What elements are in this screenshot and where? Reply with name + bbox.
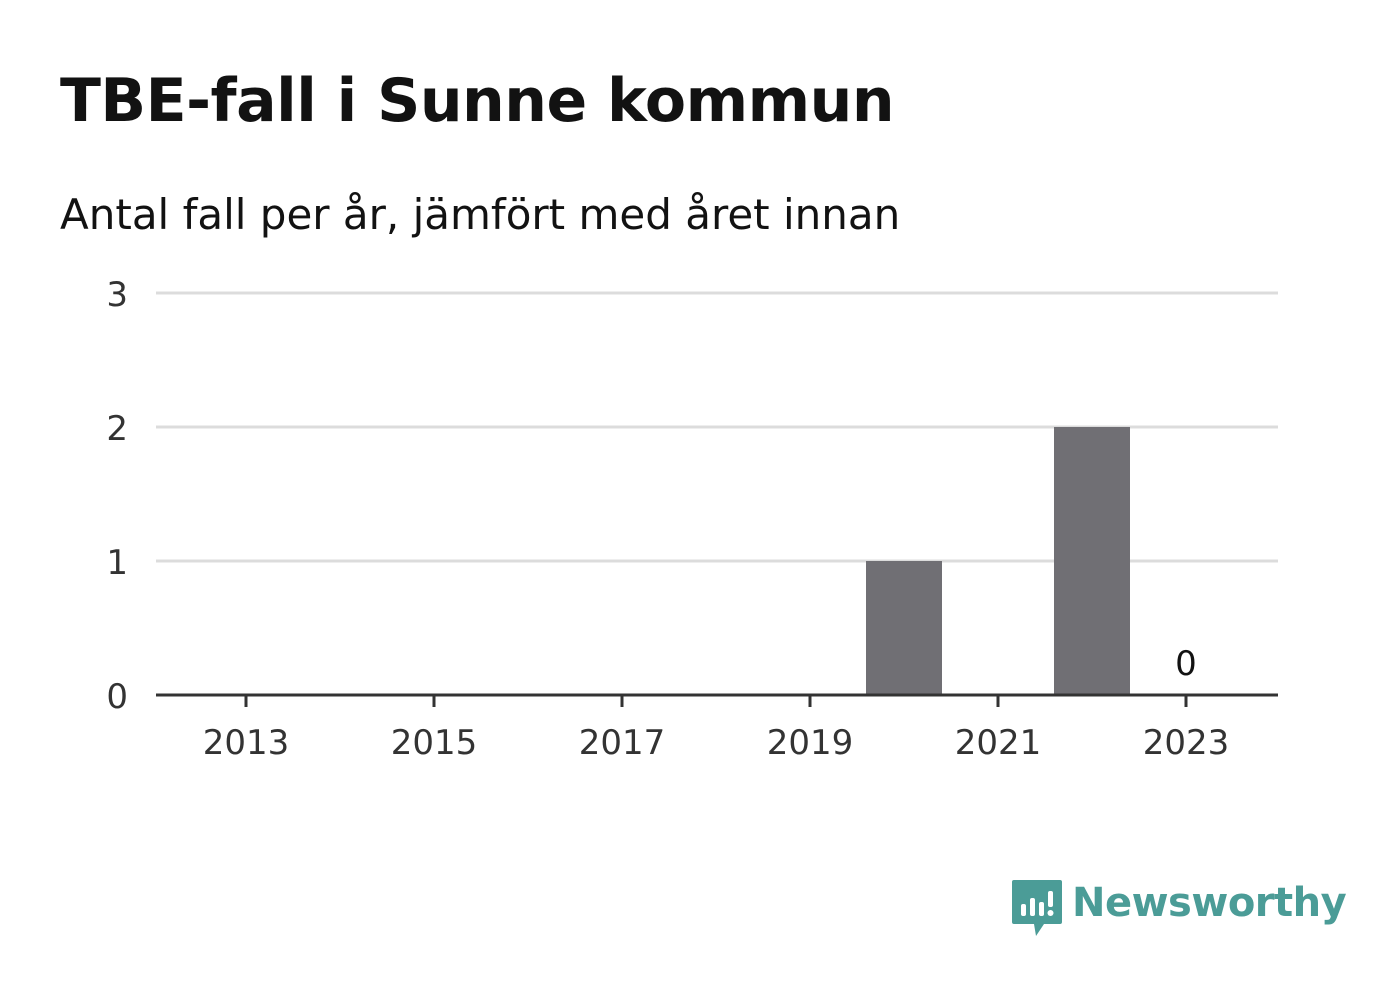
newsworthy-logo: Newsworthy xyxy=(1010,878,1346,942)
bar-2022 xyxy=(1054,427,1130,695)
x-tick-label: 2015 xyxy=(391,723,478,763)
y-tick-label: 3 xyxy=(106,275,128,315)
brand-name: Newsworthy xyxy=(1072,878,1346,928)
y-tick-label: 1 xyxy=(106,543,128,583)
x-tick-label: 2013 xyxy=(203,723,290,763)
bar-2020 xyxy=(866,561,942,695)
x-tick-label: 2017 xyxy=(579,723,666,763)
bar-chart-speech-bubble-icon xyxy=(1010,878,1064,940)
x-tick-label: 2019 xyxy=(767,723,854,763)
y-tick-label: 2 xyxy=(106,409,128,449)
x-tick-label: 2023 xyxy=(1143,723,1230,763)
data-label-2023: 0 xyxy=(1175,644,1197,684)
x-tick-label: 2021 xyxy=(955,723,1042,763)
axes xyxy=(156,695,1278,707)
y-tick-label: 0 xyxy=(106,677,128,717)
